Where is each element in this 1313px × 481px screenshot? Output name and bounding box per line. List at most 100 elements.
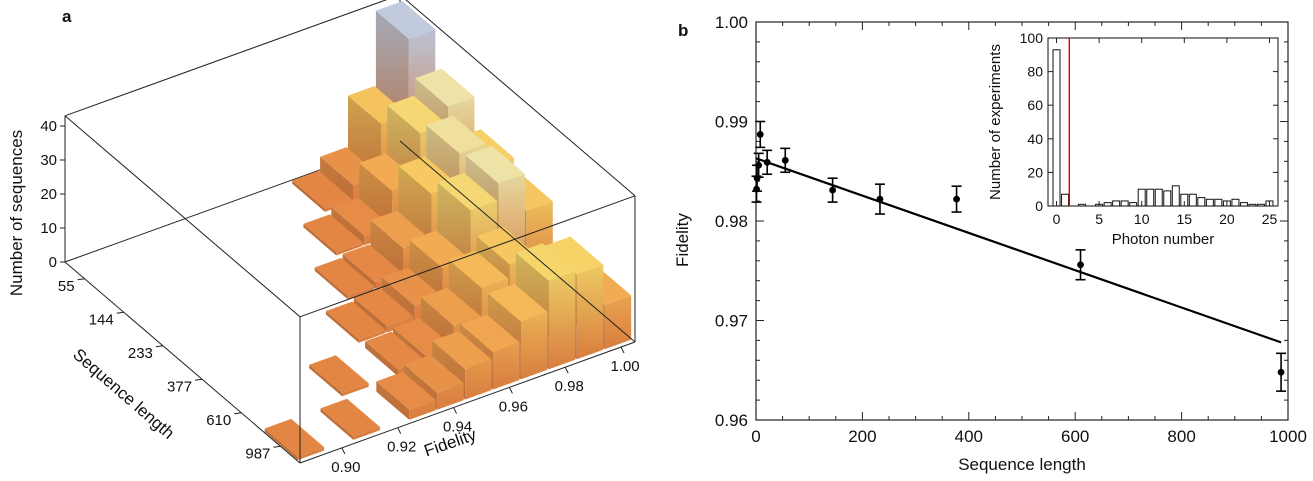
bar-top-face [303, 214, 363, 253]
inset-x-tick-label: 5 [1095, 211, 1103, 227]
y-tick-label: 0.99 [715, 113, 748, 132]
inset-bar-8 [1120, 200, 1129, 207]
bar-top-face [325, 301, 386, 340]
inset-y-tick-label: 100 [1020, 30, 1044, 46]
inset-bar-24 [1256, 203, 1265, 207]
data-marker [1077, 261, 1084, 269]
bar-L987-F0.93 [376, 371, 436, 420]
x-tick-label: 0.90 [331, 459, 360, 476]
bar-front-face [342, 383, 369, 397]
bar-side-face [353, 297, 387, 333]
bar-side-face [370, 220, 404, 279]
bar-front-face [297, 447, 325, 461]
z-tick-label: 0 [49, 254, 57, 271]
bar-L377-F0.94 [325, 301, 386, 343]
data-point-L233 [874, 183, 885, 215]
panel-label-a: a [62, 7, 72, 26]
bar-top-face [415, 68, 475, 107]
inset-bar-6 [1103, 202, 1112, 207]
bar-top-face [437, 172, 497, 211]
bar-side-face [365, 341, 398, 377]
data-point-L144 [827, 177, 838, 203]
inset-bar-9 [1129, 202, 1138, 207]
inset-y-tick-label: 80 [1027, 64, 1043, 80]
bar-top-face [432, 331, 492, 369]
data-point-L5 [753, 152, 764, 179]
y-axis-label: Fidelity [673, 213, 692, 267]
bar-L144-F0.96 [303, 214, 363, 256]
panel-a-3d-histogram: 0.90 0.92 0.94 0.96 0.98 1.00 Fidelity 55 144 233… [0, 0, 660, 476]
bar-front-face [409, 400, 436, 420]
inset-bar-1 [1061, 193, 1070, 207]
inset-bar-7 [1112, 200, 1121, 207]
bar-side-face [320, 156, 353, 202]
y-tick-label: 1.00 [715, 13, 748, 32]
bar-side-face [292, 180, 326, 212]
data-point-L2 [752, 164, 763, 192]
inset-bar-12 [1154, 188, 1163, 207]
bar-top-face [488, 283, 548, 322]
data-marker [781, 156, 789, 164]
x-tick-label: 1.00 [610, 358, 639, 375]
inset-y-label: Number of experiments [987, 44, 1004, 200]
bar-top-face [309, 355, 369, 393]
inset-x-label: Photon number [1112, 231, 1215, 248]
bar-top-face [353, 288, 414, 326]
inset-bar-19 [1214, 198, 1223, 207]
bar-front-face [493, 342, 520, 390]
x-tick-label: 1000 [1269, 427, 1307, 446]
data-marker [755, 161, 763, 169]
bar-front-face [576, 264, 604, 360]
y-tick-label: 610 [206, 412, 231, 429]
inset-bar-17 [1197, 197, 1206, 207]
x-tick-mark [341, 447, 346, 455]
y-tick-label: 233 [128, 345, 153, 362]
bar-top-face [404, 354, 464, 393]
bar-top-face [365, 331, 425, 370]
inset-bar-14 [1171, 185, 1180, 207]
bar-L233-F0.95 [314, 257, 375, 300]
bar-front-face [465, 359, 492, 400]
z-tick-label: 20 [40, 186, 57, 203]
y-tick-label: 987 [245, 445, 270, 462]
data-point-L55 [780, 147, 791, 174]
x-tick-label: 0.98 [555, 378, 584, 395]
bar-top-face [448, 250, 509, 289]
inset-bar-11 [1146, 188, 1155, 207]
bar-front-face [336, 242, 363, 256]
data-marker [829, 186, 837, 194]
panel-label-b: b [678, 21, 688, 40]
y-tick-label: 0.96 [715, 411, 748, 430]
inset-bar-21 [1231, 198, 1240, 207]
x-tick-label: 0.96 [499, 398, 528, 415]
bar-front-face [604, 295, 632, 350]
bar-top-face [460, 314, 520, 353]
inset-bar-13 [1163, 190, 1172, 207]
z-tick-label: 40 [40, 118, 57, 135]
bar-front-face [548, 271, 576, 370]
inset-x-tick-label: 0 [1053, 211, 1061, 227]
y-tick-label: 144 [89, 311, 114, 328]
inset-photon-histogram: 0 5 10 15 20 25 0 20 40 60 80 100 Photon number Numbe… [987, 30, 1279, 248]
bar-side-face [331, 207, 365, 246]
bar-side-face [264, 428, 298, 461]
x-tick-mark [564, 366, 569, 374]
box-edge-front-4 [405, 0, 636, 197]
bar-top-face [292, 170, 352, 209]
bar-side-face [376, 381, 410, 420]
bar-side-face [314, 267, 348, 300]
bar-top-face [264, 418, 325, 457]
bar-side-face [303, 223, 337, 256]
data-marker [756, 131, 764, 138]
bar-top-face [342, 244, 402, 283]
bar-L987-F0.89 [264, 418, 325, 461]
box-edge-back-3 [64, 0, 388, 117]
y-tick-mark [155, 345, 163, 348]
inset-frame [1047, 37, 1279, 207]
x-tick-label: 400 [955, 427, 983, 446]
bar-top-face [420, 287, 481, 326]
x-tick-mark [397, 427, 402, 434]
data-marker [763, 158, 771, 166]
box-edge-back-4 [64, 115, 301, 318]
y-tick-label: 55 [58, 278, 75, 295]
